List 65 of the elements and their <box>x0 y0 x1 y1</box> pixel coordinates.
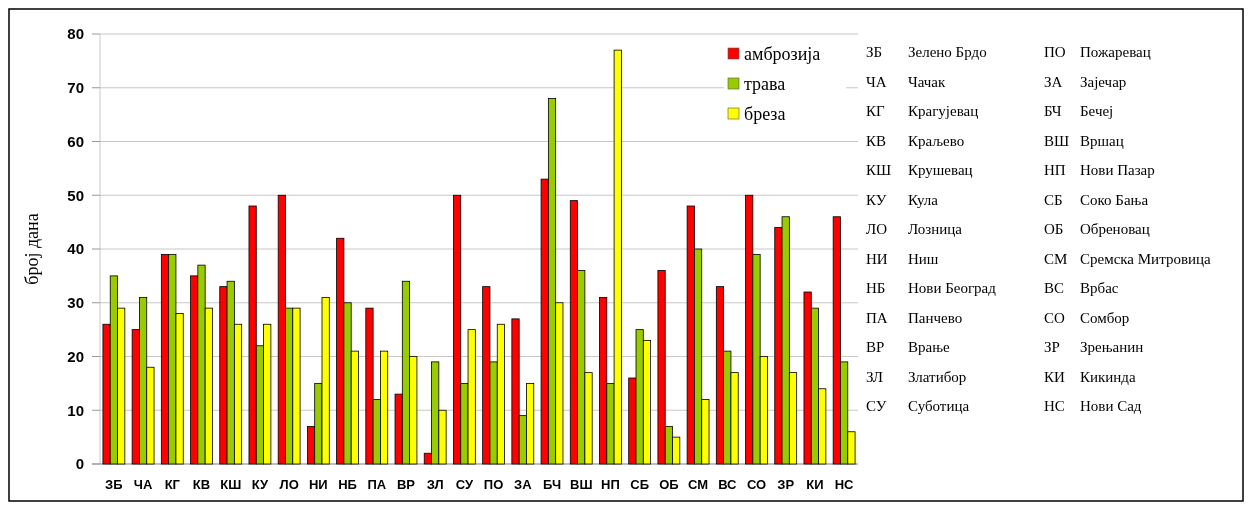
text: СБ Соко Бања <box>1044 191 1149 208</box>
text: СУ Суботица <box>866 398 970 415</box>
text: ЧА Чачак <box>866 73 946 90</box>
legend-label: бреза <box>744 104 786 125</box>
text: НБ Нови Београд <box>866 280 996 297</box>
text: ЛО Лозница <box>866 221 962 238</box>
text: ОБ Обреновац <box>1044 221 1150 238</box>
y-tick-label: 30 <box>67 294 84 311</box>
y-tick-label: 40 <box>67 240 84 258</box>
y-axis-title: број дана <box>22 213 42 285</box>
x-tick-label: КВ <box>192 477 211 492</box>
x-tick-label: ПО <box>483 477 504 492</box>
text: ЗБ Зелено Брдо <box>866 44 987 61</box>
x-tick-label: ВС <box>718 477 738 492</box>
text: ПА Панчево <box>866 309 963 326</box>
text: ВШ Вршац <box>1044 132 1124 149</box>
text: НП Нови Пазар <box>1044 162 1155 179</box>
x-tick-label: НИ <box>308 477 328 492</box>
x-tick-label: СО <box>746 477 767 492</box>
text: КИ Кикинда <box>1044 368 1137 385</box>
x-tick-label: ПА <box>367 477 387 492</box>
y-tick-label: 50 <box>67 186 84 204</box>
text: БЧ Бечеј <box>1044 103 1114 120</box>
x-tick-label: СУ <box>455 477 474 492</box>
text: КВ Краљево <box>866 132 965 149</box>
text: ЗЛ Златибор <box>866 368 967 385</box>
x-tick-label: КУ <box>251 477 269 492</box>
text: ВР Врање <box>866 339 950 356</box>
text: НС Нови Сад <box>1044 398 1142 415</box>
text: КУ Кула <box>866 191 938 208</box>
x-tick-label: ЗЛ <box>426 477 444 492</box>
x-tick-label: ЗА <box>514 477 533 492</box>
y-tick-label: 10 <box>67 401 84 419</box>
x-tick-label: КИ <box>806 477 824 492</box>
y-tick-label: 0 <box>75 455 84 473</box>
x-tick-label: СМ <box>688 477 709 492</box>
x-tick-label: НП <box>601 477 620 492</box>
x-tick-label: ЧА <box>133 477 153 492</box>
text: ПО Пожаревац <box>1044 44 1151 61</box>
legend-label: амброзија <box>744 44 821 65</box>
x-tick-label: НБ <box>338 477 357 492</box>
text: СМ Сремска Митровица <box>1044 250 1212 267</box>
x-tick-label: ВШ <box>570 477 593 492</box>
x-tick-label: КГ <box>164 477 181 492</box>
legend-label: трава <box>744 74 786 95</box>
x-tick-label: ЛО <box>279 477 299 492</box>
text: КГ Крагујевац <box>866 103 979 120</box>
x-tick-label: ОБ <box>659 477 679 492</box>
x-tick-label: НС <box>834 477 855 492</box>
y-tick-label: 70 <box>67 79 84 96</box>
x-tick-label: ЗР <box>777 477 795 492</box>
x-tick-label: БЧ <box>543 477 562 492</box>
x-tick-label: СБ <box>630 477 650 492</box>
text: КШ Крушевац <box>866 162 973 179</box>
text: НИ Ниш <box>866 250 939 267</box>
x-tick-label: ЗБ <box>105 477 123 492</box>
text: ВС Врбас <box>1044 280 1119 297</box>
x-tick-label: ВР <box>396 477 416 492</box>
text: СО Сомбор <box>1044 309 1130 326</box>
x-tick-label: КШ <box>220 477 242 492</box>
y-tick-label: 80 <box>67 25 84 43</box>
text: ЗА Зајечар <box>1044 73 1127 90</box>
text: ЗР Зрењанин <box>1044 339 1144 356</box>
y-tick-label: 20 <box>67 347 84 365</box>
y-tick-label: 60 <box>67 132 84 150</box>
